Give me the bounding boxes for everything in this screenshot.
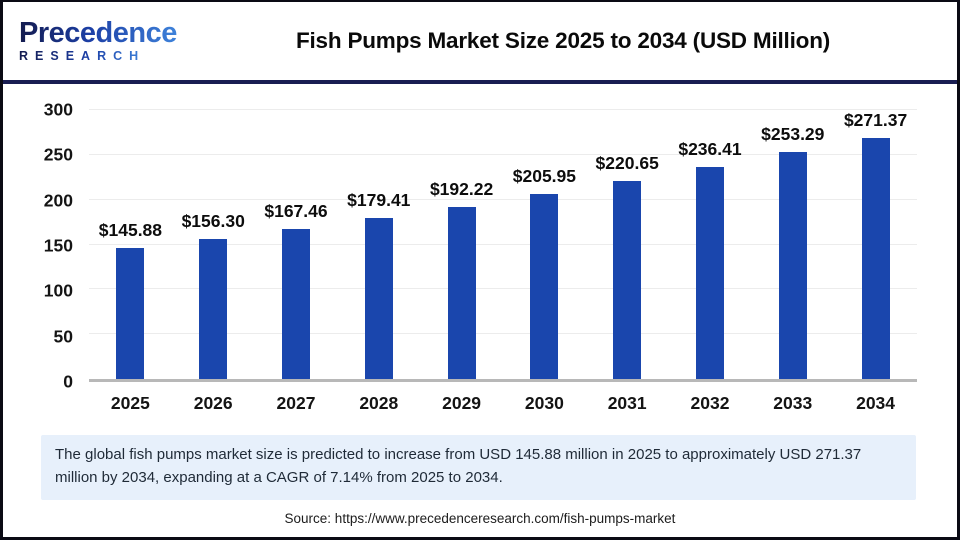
bar-2031 bbox=[613, 181, 642, 379]
bar-value-label-2026: $156.30 bbox=[181, 210, 245, 231]
bar-value-label-2027: $167.46 bbox=[264, 200, 328, 221]
bar-2028 bbox=[364, 218, 393, 379]
x-tick-label-2031: 2031 bbox=[607, 393, 647, 413]
bar-2027 bbox=[281, 228, 310, 379]
bar-value-label-2030: $205.95 bbox=[512, 166, 577, 187]
logo-wordmark: Precedence bbox=[19, 16, 177, 49]
bar-2030 bbox=[530, 194, 559, 379]
bar-2029 bbox=[447, 206, 476, 379]
precedence-research-logo: Precedence RESEARCH bbox=[19, 16, 187, 64]
bar-value-label-2033: $253.29 bbox=[761, 123, 825, 144]
gridline-150 bbox=[89, 243, 917, 245]
x-tick-label-2025: 2025 bbox=[110, 393, 150, 413]
bar-group-2030: $205.95 bbox=[503, 110, 586, 379]
x-tick-label-2034: 2034 bbox=[856, 393, 896, 413]
bar-chart: 0 50 100 150 200 250 300 $145.88 $156.30 $167.46… bbox=[3, 84, 957, 414]
bar-group-2027: $167.46 bbox=[255, 110, 338, 379]
bars-row: $145.88 $156.30 $167.46 $179.41 $192.22 $205.… bbox=[89, 110, 917, 379]
y-tick-label-300: 300 bbox=[43, 99, 73, 120]
bar-group-2029: $192.22 bbox=[420, 110, 503, 379]
bar-2032 bbox=[695, 167, 724, 379]
bar-group-2025: $145.88 bbox=[89, 110, 172, 379]
bar-2034 bbox=[861, 138, 890, 379]
y-tick-label-0: 0 bbox=[63, 371, 73, 392]
source-attribution: Source: https://www.precedenceresearch.c… bbox=[284, 510, 676, 526]
x-axis: 2025 2026 2027 2028 2029 2030 2031 2032 2033 2034 bbox=[89, 393, 917, 414]
y-tick-label-250: 250 bbox=[43, 144, 73, 165]
gridline-100 bbox=[89, 288, 917, 290]
x-tick-label-2033: 2033 bbox=[773, 393, 813, 413]
x-tick-label-2029: 2029 bbox=[442, 393, 482, 413]
bar-group-2032: $236.41 bbox=[669, 110, 752, 379]
summary-note: The global fish pumps market size is pre… bbox=[41, 435, 916, 500]
x-tick-label-2027: 2027 bbox=[276, 393, 316, 413]
x-tick-label-2028: 2028 bbox=[359, 393, 399, 413]
bar-value-label-2028: $179.41 bbox=[347, 190, 411, 211]
bar-group-2026: $156.30 bbox=[172, 110, 255, 379]
bar-group-2034: $271.37 bbox=[834, 110, 917, 379]
bar-value-label-2032: $236.41 bbox=[678, 139, 742, 160]
bar-2025 bbox=[116, 248, 145, 379]
header: Precedence RESEARCH Fish Pumps Market Si… bbox=[3, 2, 957, 80]
bar-group-2031: $220.65 bbox=[586, 110, 669, 379]
y-tick-label-100: 100 bbox=[43, 280, 73, 301]
bar-value-label-2029: $192.22 bbox=[429, 178, 494, 199]
gridline-250 bbox=[89, 153, 917, 155]
bar-value-label-2034: $271.37 bbox=[843, 110, 908, 130]
y-tick-label-150: 150 bbox=[43, 235, 73, 256]
header-divider bbox=[3, 80, 957, 84]
bar-group-2033: $253.29 bbox=[751, 110, 834, 379]
logo-subtitle: RESEARCH bbox=[19, 48, 146, 63]
bar-2033 bbox=[778, 151, 807, 379]
x-tick-label-2032: 2032 bbox=[690, 393, 730, 413]
bar-group-2028: $179.41 bbox=[337, 110, 420, 379]
y-tick-label-200: 200 bbox=[43, 190, 73, 211]
gridline-50 bbox=[89, 333, 917, 335]
x-tick-label-2026: 2026 bbox=[193, 393, 233, 413]
bar-2026 bbox=[199, 238, 228, 379]
y-axis: 0 50 100 150 200 250 300 bbox=[13, 100, 89, 392]
bar-value-label-2031: $220.65 bbox=[595, 153, 659, 174]
y-tick-label-50: 50 bbox=[53, 326, 73, 347]
chart-title: Fish Pumps Market Size 2025 to 2034 (USD… bbox=[295, 28, 831, 53]
plot-area: $145.88 $156.30 $167.46 $179.41 $192.22 $205.… bbox=[89, 109, 917, 382]
gridline-200 bbox=[89, 198, 917, 200]
gridline-300 bbox=[89, 109, 917, 110]
bar-value-label-2025: $145.88 bbox=[98, 220, 163, 241]
x-tick-label-2030: 2030 bbox=[524, 393, 564, 413]
